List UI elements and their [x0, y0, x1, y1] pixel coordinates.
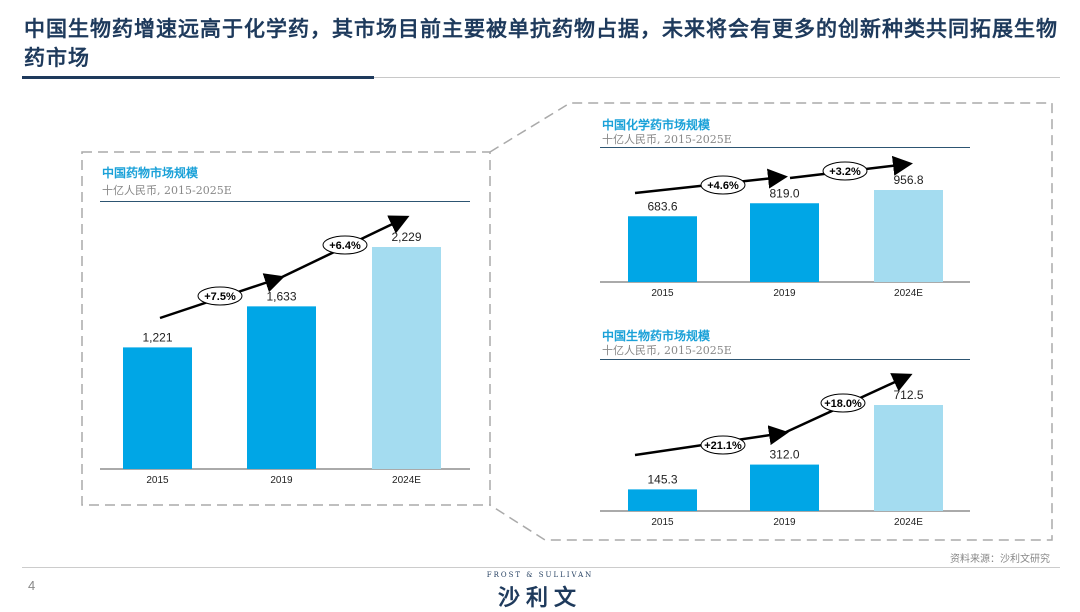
data-label: 145.3 — [647, 472, 677, 486]
tick-label: 2015 — [651, 517, 674, 528]
cagr-ellipse — [820, 393, 866, 413]
cagr-label: +18.0% — [824, 398, 862, 410]
tick-label: 2024E — [894, 288, 923, 299]
chart-subtitle-chemical: 十亿人民币, 2015-2025E — [602, 133, 732, 146]
tick-label: 2015 — [651, 288, 674, 299]
chart-title-total: 中国药物市场规模 — [102, 166, 199, 180]
logo-text-cn: 沙利文 — [497, 585, 582, 610]
bar-2024E — [874, 405, 943, 511]
bar-2024E — [874, 190, 943, 282]
data-label: 956.8 — [893, 173, 923, 187]
bar-2024E — [372, 247, 441, 469]
chart-title-bio: 中国生物药市场规模 — [602, 329, 711, 343]
footer-divider — [22, 567, 1060, 568]
cagr-ellipse — [700, 435, 746, 455]
bar-2019 — [247, 306, 316, 469]
cagr-ellipse — [700, 175, 746, 195]
cagr-label: +3.2% — [829, 166, 861, 178]
page-title: 中国生物药增速远高于化学药，其市场目前主要被单抗药物占据，未来将会有更多的创新种… — [24, 16, 1058, 70]
tick-label: 2024E — [894, 517, 923, 528]
data-label: 312.0 — [769, 448, 799, 462]
cagr-label: +6.4% — [329, 240, 361, 252]
bar-2019 — [750, 464, 819, 511]
chart-rule — [600, 359, 970, 360]
chart-rule — [100, 201, 470, 202]
data-label: 683.6 — [647, 199, 677, 213]
bar-2015 — [123, 347, 192, 469]
tick-label: 2015 — [146, 475, 169, 486]
cagr-ellipse — [197, 286, 243, 306]
cagr-ellipse — [822, 161, 868, 181]
bar-2015 — [628, 489, 697, 511]
data-label: 1,221 — [142, 330, 172, 344]
chart-rule — [600, 147, 970, 148]
data-label: 712.5 — [893, 388, 923, 402]
tick-label: 2019 — [270, 475, 293, 486]
data-label: 1,633 — [266, 289, 296, 303]
cagr-label: +21.1% — [704, 440, 742, 452]
bar-2015 — [628, 216, 697, 282]
chart-subtitle-bio: 十亿人民币, 2015-2025E — [602, 344, 732, 357]
bar-2019 — [750, 203, 819, 282]
data-label: 819.0 — [769, 186, 799, 200]
chart-subtitle-total: 十亿人民币, 2015-2025E — [102, 184, 232, 197]
tick-label: 2019 — [773, 288, 796, 299]
logo-text-en: FROST & SULLIVAN — [486, 571, 594, 579]
cagr-label: +4.6% — [707, 180, 739, 192]
title-underline — [22, 76, 374, 79]
chart-title-chemical: 中国化学药市场规模 — [602, 118, 711, 132]
data-label: 2,229 — [391, 230, 421, 244]
title-divider — [374, 77, 1060, 78]
page-number: 4 — [28, 578, 36, 593]
source-note: 资料来源：沙利文研究 — [950, 554, 1050, 565]
tick-label: 2019 — [773, 517, 796, 528]
cagr-ellipse — [322, 235, 368, 255]
tick-label: 2024E — [392, 475, 421, 486]
cagr-label: +7.5% — [204, 291, 236, 303]
